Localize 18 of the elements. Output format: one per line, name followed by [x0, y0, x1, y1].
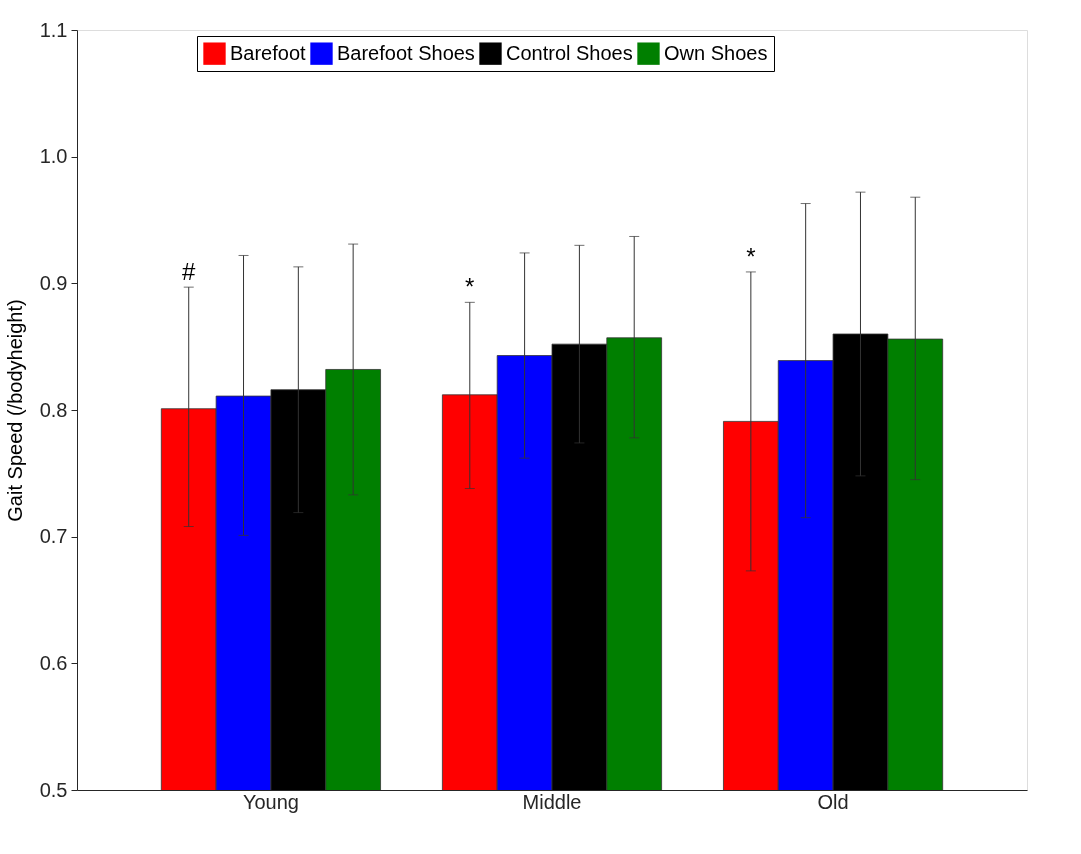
legend-label: Control Shoes: [506, 41, 633, 64]
y-tick-label: 0.9: [39, 271, 68, 294]
annotation: #: [182, 258, 197, 286]
y-tick-label: 1.1: [39, 18, 68, 41]
legend-label: Own Shoes: [664, 41, 768, 64]
annotation: *: [746, 242, 756, 270]
y-tick-label: 0.8: [39, 398, 68, 421]
legend-label: Barefoot Shoes: [337, 41, 475, 64]
y-tick-label: 0.7: [39, 525, 68, 548]
y-tick-label: 0.5: [39, 778, 68, 801]
x-tick-label: Young: [242, 790, 299, 813]
x-tick-label: Old: [817, 790, 849, 813]
annotation: *: [465, 273, 475, 301]
y-tick-label: 0.6: [39, 651, 68, 674]
x-tick-label: Middle: [522, 790, 582, 813]
legend-label: Barefoot: [230, 41, 307, 64]
y-axis-title: Gait Speed (/bodyheight): [3, 299, 26, 522]
y-tick-label: 1.0: [39, 145, 68, 168]
